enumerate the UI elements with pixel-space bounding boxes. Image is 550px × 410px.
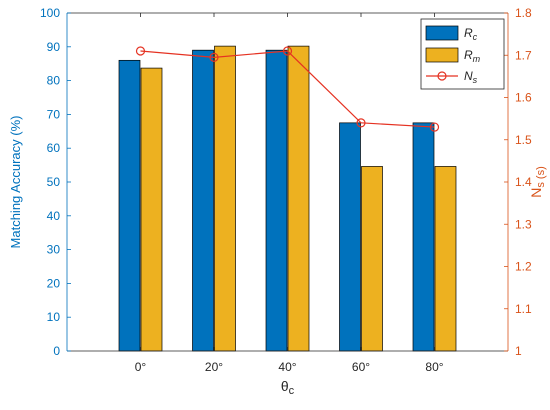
legend-marker-ns xyxy=(437,71,447,81)
point-ns-2 xyxy=(282,46,293,56)
y-axis-label-left: Matching Accuracy (%) xyxy=(8,116,23,249)
right-tick-label-2: 1.2 xyxy=(515,260,532,274)
legend-label-2: Ns xyxy=(464,69,478,85)
bar-rc-2 xyxy=(265,49,288,352)
right-tick-label-0: 1 xyxy=(515,344,522,358)
right-tick-label-5: 1.5 xyxy=(515,133,532,147)
x-tick-label-4: 80° xyxy=(425,360,443,374)
right-tick-label-4: 1.4 xyxy=(515,175,532,189)
point-ns-0 xyxy=(135,46,146,56)
left-tick-label-5: 50 xyxy=(47,175,61,189)
left-tick-label-2: 20 xyxy=(47,276,61,290)
x-tick-label-2: 40° xyxy=(278,360,296,374)
left-tick-label-6: 60 xyxy=(47,141,61,155)
line-ns xyxy=(140,50,435,128)
bar-rm-1 xyxy=(214,45,236,352)
bar-rm-3 xyxy=(361,166,383,352)
right-tick-label-8: 1.8 xyxy=(515,6,532,20)
point-ns-4 xyxy=(429,122,440,132)
point-ns-3 xyxy=(356,118,366,128)
x-tick-label-3: 60° xyxy=(352,360,370,374)
legend-swatch-rc xyxy=(425,25,459,41)
right-tick-label-7: 1.7 xyxy=(515,48,532,62)
left-tick-label-4: 40 xyxy=(47,209,61,223)
legend-swatch-rm xyxy=(425,47,459,63)
left-tick-label-10: 100 xyxy=(40,6,60,20)
bar-rc-1 xyxy=(192,49,214,352)
bar-rm-4 xyxy=(434,166,457,352)
point-ns-1 xyxy=(209,52,219,62)
left-tick-label-9: 90 xyxy=(47,40,61,54)
bar-rc-4 xyxy=(412,122,435,352)
legend-label-0: Rc xyxy=(464,26,478,42)
left-tick-label-7: 70 xyxy=(47,107,61,121)
bar-rc-3 xyxy=(339,122,361,352)
right-tick-label-6: 1.6 xyxy=(515,91,532,105)
left-tick-label-0: 0 xyxy=(53,344,60,358)
right-tick-label-1: 1.1 xyxy=(515,302,532,316)
left-tick-label-1: 10 xyxy=(47,310,61,324)
x-axis-label: θc xyxy=(281,378,295,397)
x-tick-label-0: 0° xyxy=(135,360,147,374)
legend-label-1: Rm xyxy=(464,48,481,64)
left-tick-label-3: 30 xyxy=(47,243,61,257)
bar-rm-0 xyxy=(140,67,163,352)
y-axis-label-right: Ns (s) xyxy=(528,166,547,198)
x-tick-label-1: 20° xyxy=(205,360,223,374)
right-tick-label-3: 1.3 xyxy=(515,217,532,231)
left-tick-label-8: 80 xyxy=(47,74,61,88)
bar-rm-2 xyxy=(287,45,310,352)
bar-rc-0 xyxy=(118,59,141,352)
